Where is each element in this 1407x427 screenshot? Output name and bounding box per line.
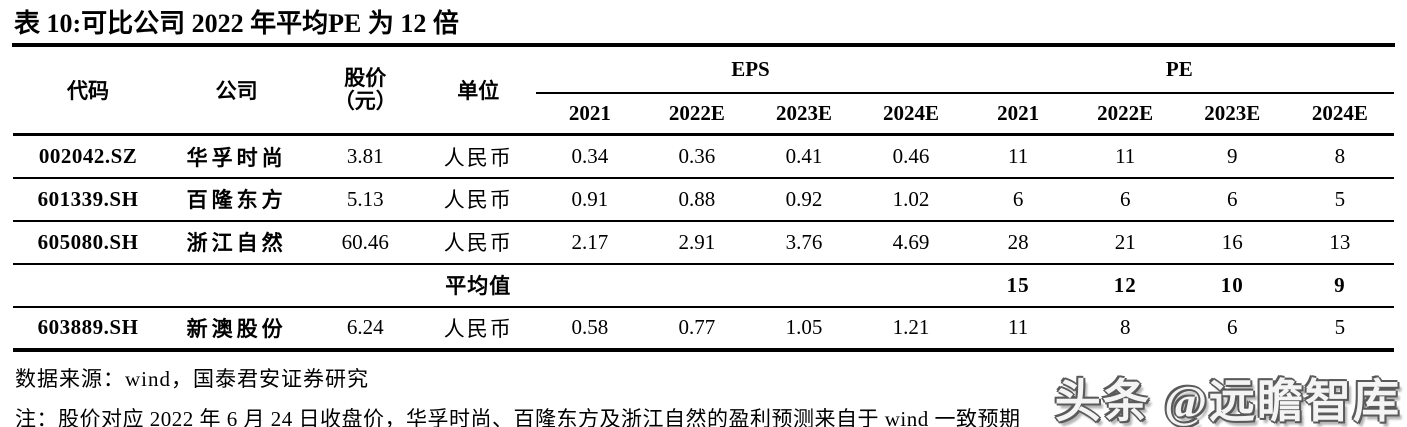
eps-value: 0.91 xyxy=(536,177,644,222)
unit-cell: 人民币 xyxy=(420,306,537,352)
eps-value: 1.21 xyxy=(857,306,965,352)
pe-average-value: 10 xyxy=(1178,263,1286,308)
header-years-row: 2021 2022E 2023E 2024E 2021 2022E 2023E … xyxy=(13,92,1394,137)
pe-value: 8 xyxy=(1285,134,1394,179)
company-cell: 百隆东方 xyxy=(163,177,311,222)
eps-value xyxy=(536,263,644,308)
header-price: 股价 （元） xyxy=(310,46,421,137)
price-cell: 5.13 xyxy=(310,177,421,222)
pe-value: 5 xyxy=(1285,306,1394,352)
footnote-text: 注：股价对应 2022 年 6 月 24 日收盘价，华孚时尚、百隆东方及浙江自然… xyxy=(15,406,1021,427)
eps-value: 4.69 xyxy=(857,220,965,265)
header-pe-2023e: 2023E xyxy=(1178,92,1286,137)
table-title: 表 10:可比公司 2022 年平均PE 为 12 倍 xyxy=(12,0,1395,47)
price-cell: 3.81 xyxy=(310,134,421,179)
price-cell xyxy=(310,263,421,308)
pe-value: 6 xyxy=(1178,306,1286,352)
header-pe-group: PE xyxy=(964,46,1394,94)
eps-value xyxy=(857,263,965,308)
toutiao-watermark: 头条 @远瞻智库 xyxy=(1054,376,1401,427)
pe-value: 5 xyxy=(1285,177,1394,222)
header-eps-2022e: 2022E xyxy=(643,92,751,137)
comparable-companies-table: 代码 公司 股价 （元） 单位 EPS PE 2021 2022E 2023E … xyxy=(13,46,1394,352)
header-pe-2022e: 2022E xyxy=(1071,92,1179,137)
pe-value: 11 xyxy=(1071,134,1179,179)
eps-value: 0.46 xyxy=(857,134,965,179)
price-cell: 60.46 xyxy=(310,220,421,265)
pe-value: 6 xyxy=(1178,177,1286,222)
eps-value: 0.58 xyxy=(536,306,644,352)
eps-value: 0.92 xyxy=(750,177,858,222)
eps-value: 0.88 xyxy=(643,177,751,222)
pe-value: 8 xyxy=(1071,306,1179,352)
unit-cell: 人民币 xyxy=(420,220,537,265)
pe-average-value: 15 xyxy=(964,263,1072,308)
eps-value: 1.05 xyxy=(750,306,858,352)
unit-cell: 人民币 xyxy=(420,177,537,222)
table-row: 002042.SZ 华孚时尚 3.81 人民币 0.34 0.36 0.41 0… xyxy=(13,134,1394,179)
header-code: 代码 xyxy=(13,46,164,137)
header-group-row: 代码 公司 股价 （元） 单位 EPS PE xyxy=(13,46,1394,137)
pe-value: 6 xyxy=(964,177,1072,222)
eps-value: 0.77 xyxy=(643,306,751,352)
eps-value: 2.17 xyxy=(536,220,644,265)
average-row: 平均值 15 12 10 9 xyxy=(13,263,1394,308)
table-header: 代码 公司 股价 （元） 单位 EPS PE 2021 2022E 2023E … xyxy=(13,46,1394,137)
pe-value: 11 xyxy=(964,134,1072,179)
code-cell: 605080.SH xyxy=(13,220,164,265)
table-row: 601339.SH 百隆东方 5.13 人民币 0.91 0.88 0.92 1… xyxy=(13,177,1394,222)
eps-value: 0.41 xyxy=(750,134,858,179)
table-body: 002042.SZ 华孚时尚 3.81 人民币 0.34 0.36 0.41 0… xyxy=(13,134,1394,352)
company-cell: 新澳股份 xyxy=(163,306,311,352)
pe-value: 28 xyxy=(964,220,1072,265)
data-source-text: 数据来源：wind，国泰君安证券研究 xyxy=(15,366,369,391)
company-cell: 华孚时尚 xyxy=(163,134,311,179)
eps-value: 1.02 xyxy=(857,177,965,222)
header-unit: 单位 xyxy=(420,46,537,137)
pe-value: 11 xyxy=(964,306,1072,352)
pe-value: 16 xyxy=(1178,220,1286,265)
price-cell: 6.24 xyxy=(310,306,421,352)
average-label-cell: 平均值 xyxy=(420,263,537,308)
code-cell: 601339.SH xyxy=(13,177,164,222)
eps-value: 0.34 xyxy=(536,134,644,179)
unit-cell: 人民币 xyxy=(420,134,537,179)
header-eps-2023e: 2023E xyxy=(750,92,858,137)
eps-value xyxy=(643,263,751,308)
pe-value: 21 xyxy=(1071,220,1179,265)
header-pe-2021: 2021 xyxy=(964,92,1072,137)
pe-value: 9 xyxy=(1178,134,1286,179)
code-cell xyxy=(13,263,164,308)
table-row: 603889.SH 新澳股份 6.24 人民币 0.58 0.77 1.05 1… xyxy=(13,306,1394,352)
table-row: 605080.SH 浙江自然 60.46 人民币 2.17 2.91 3.76 … xyxy=(13,220,1394,265)
eps-value xyxy=(750,263,858,308)
company-cell: 浙江自然 xyxy=(163,220,311,265)
code-cell: 603889.SH xyxy=(13,306,164,352)
header-price-line1: 股价 xyxy=(344,65,387,90)
pe-value: 13 xyxy=(1285,220,1394,265)
header-eps-2024e: 2024E xyxy=(857,92,965,137)
header-eps-group: EPS xyxy=(536,46,965,94)
pe-average-value: 12 xyxy=(1071,263,1179,308)
header-pe-2024e: 2024E xyxy=(1285,92,1394,137)
eps-value: 0.36 xyxy=(643,134,751,179)
header-eps-2021: 2021 xyxy=(536,92,644,137)
pe-value: 6 xyxy=(1071,177,1179,222)
eps-value: 3.76 xyxy=(750,220,858,265)
pe-average-value: 9 xyxy=(1285,263,1394,308)
eps-value: 2.91 xyxy=(643,220,751,265)
company-cell xyxy=(163,263,311,308)
code-cell: 002042.SZ xyxy=(13,134,164,179)
header-price-line2: （元） xyxy=(333,89,397,114)
header-company: 公司 xyxy=(163,46,311,137)
